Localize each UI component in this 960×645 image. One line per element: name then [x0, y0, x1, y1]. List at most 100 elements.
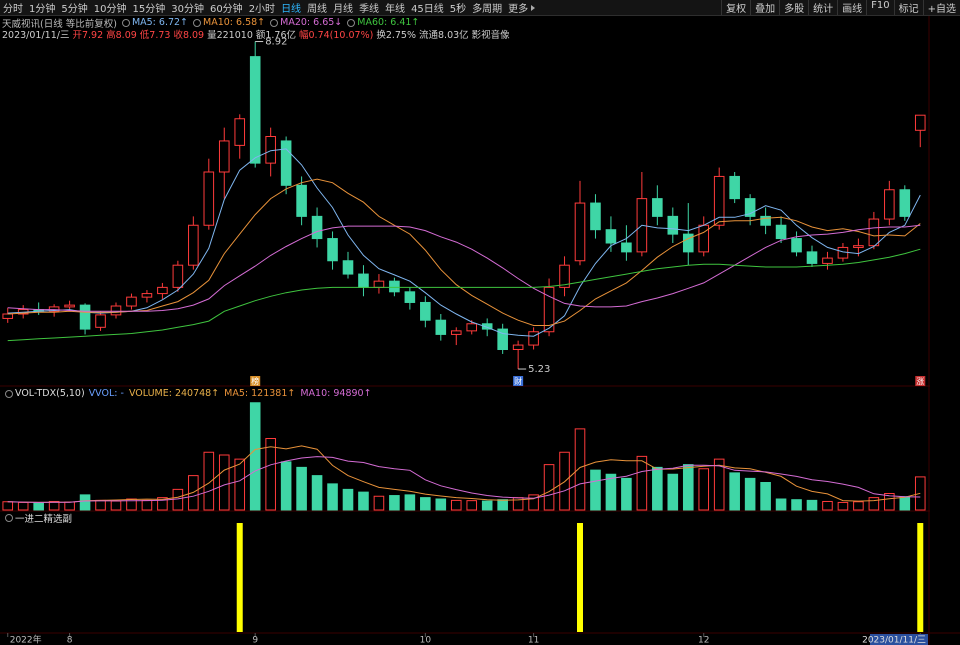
tool-button[interactable]: 画线 [837, 0, 866, 15]
info-item: 量221010 [207, 29, 253, 41]
tool-button[interactable]: F10 [866, 0, 893, 15]
volume-bar [497, 499, 508, 511]
more-arrow[interactable] [531, 5, 536, 11]
volume-bar [605, 473, 617, 511]
volume-bar [667, 473, 679, 511]
period-tab[interactable]: 周线 [307, 4, 328, 15]
volume-bar [682, 464, 694, 511]
period-tab[interactable]: 日线 [281, 4, 302, 15]
period-tab[interactable]: 分时 [3, 4, 23, 15]
period-tab[interactable]: 10分钟 [93, 4, 127, 15]
info-item: 额1.76亿 [255, 29, 297, 41]
tool-button[interactable]: 多股 [779, 0, 808, 15]
volume-bar [837, 501, 849, 511]
period-tab[interactable]: 5分钟 [61, 4, 88, 15]
candle-body [512, 344, 524, 350]
legend-icon [347, 18, 356, 27]
period-tab[interactable]: 30分钟 [171, 4, 204, 15]
period-tab[interactable]: 季线 [359, 4, 380, 15]
volume-bar [172, 488, 184, 511]
tool-button[interactable]: 叠加 [750, 0, 779, 15]
signal-legend: 一进二精选副 [0, 512, 72, 525]
volume-bar [729, 472, 740, 511]
legend-icon [270, 18, 279, 27]
signal-bar [236, 523, 243, 632]
legend-entry: MA10: 6.58↑ [203, 17, 266, 28]
tool-button[interactable]: 复权 [721, 0, 750, 15]
volume-bar [884, 493, 895, 511]
period-tab[interactable]: 60分钟 [209, 4, 243, 15]
volume-bar [481, 500, 493, 511]
info-item: 低7.73 [139, 29, 171, 41]
volume-bar [126, 498, 137, 511]
volume-bar [373, 495, 385, 511]
volume-bar [280, 461, 292, 511]
candle-body [64, 304, 75, 308]
volume-bar [389, 495, 400, 511]
signal-bar [577, 523, 583, 632]
candle-body [744, 198, 756, 217]
volume-bar [79, 494, 91, 511]
period-tab[interactable]: 月线 [333, 4, 354, 15]
price-legend: 天威视讯(日线 等比前复权) MA5: 6.72↑ MA10: 6.58↑ MA20:… [0, 17, 419, 30]
candle-body [775, 224, 787, 240]
period-tab[interactable]: 5秒 [449, 4, 467, 15]
volume-bar [358, 491, 369, 511]
volume-bar [698, 468, 710, 511]
tool-button[interactable]: +自选 [922, 0, 960, 15]
badge-text: 榜 [251, 376, 259, 386]
period-tab[interactable]: 多周期 [472, 4, 503, 15]
candle-body [110, 305, 122, 316]
period-tab[interactable]: 年线 [385, 4, 406, 15]
volume-bar [528, 494, 539, 511]
volume-bar [621, 477, 632, 511]
volume-bar [48, 500, 60, 511]
ma-line [7, 148, 921, 337]
info-item: 2023/01/11/三 [2, 29, 70, 41]
candle-body [682, 233, 694, 253]
volume-bar [450, 499, 462, 511]
candle-body [791, 238, 802, 253]
volume-ma-line [7, 456, 921, 503]
legend-entry: VOLUME: 240748↑ [128, 388, 220, 399]
volume-bar [466, 500, 478, 511]
candle-body [652, 198, 663, 217]
volume-bar [853, 501, 864, 511]
candle-body [79, 304, 91, 330]
candle-body [713, 175, 725, 226]
volume-bar [636, 455, 648, 511]
volume-bar [342, 488, 354, 511]
info-item: 幅0.74(10.07%) [299, 29, 374, 41]
period-tab[interactable]: 2小时 [248, 4, 276, 15]
candle-body [126, 296, 137, 307]
volume-legend: VOL-TDX(5,10) VVOL: - VOLUME: 240748↑ MA5: … [0, 388, 372, 399]
volume-bar [265, 438, 276, 511]
candle-body [157, 286, 168, 295]
candle-body [280, 140, 292, 186]
legend-entry: MA10: 94890↑ [300, 388, 372, 399]
candle-body [914, 114, 926, 131]
candle-body [389, 280, 400, 293]
legend-icon [5, 389, 13, 398]
period-tab[interactable]: 15分钟 [132, 4, 166, 15]
period-tab[interactable]: 1分钟 [29, 4, 56, 15]
candle-body [868, 218, 880, 247]
volume-bar [218, 454, 230, 511]
period-tab[interactable]: 45日线 [411, 4, 444, 15]
volume-bar [327, 483, 338, 511]
x-tick-label: 8 [67, 636, 73, 645]
candle-body [729, 175, 740, 200]
legend-entry: MA5: 6.72↑ [131, 17, 189, 28]
candle-body [590, 202, 601, 231]
legend-icon [5, 513, 13, 522]
tool-button[interactable]: 统计 [808, 0, 837, 15]
quote-info: 2023/01/11/三 开7.92 高8.09 低7.73 收8.09 量221010 额… [2, 28, 513, 41]
period-tab[interactable]: 更多 [508, 4, 529, 15]
volume-bar [249, 402, 261, 511]
volume-bar [420, 497, 431, 511]
candle-body [559, 264, 570, 288]
candle-body [296, 184, 307, 217]
tool-button[interactable]: 标记 [893, 0, 923, 15]
